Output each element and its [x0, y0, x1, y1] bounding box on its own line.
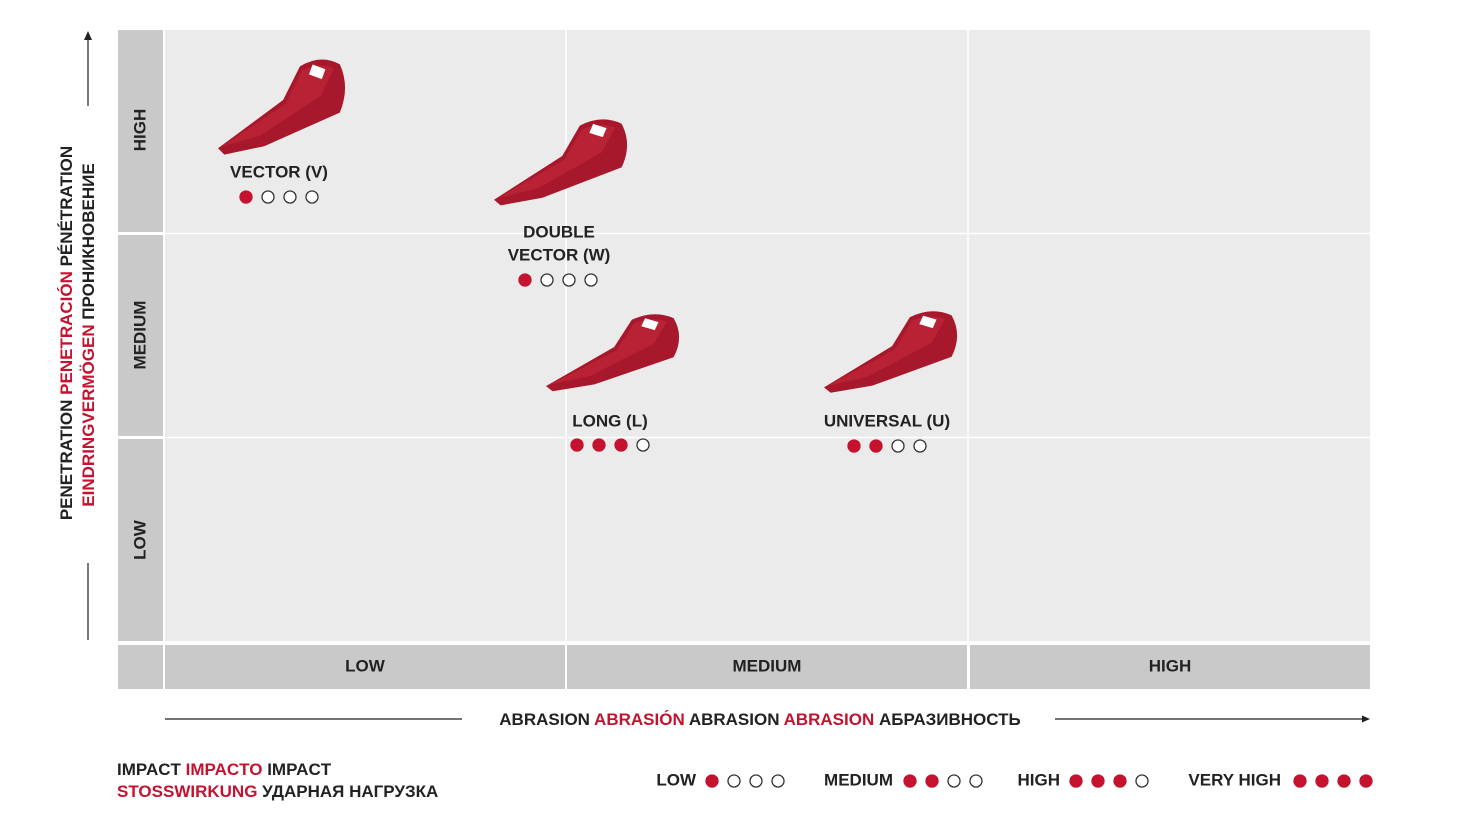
legend-label: HIGH — [1018, 770, 1061, 789]
row-header — [118, 235, 163, 436]
impact-dot-empty — [727, 774, 741, 788]
impact-dot-filled — [869, 439, 883, 453]
x-level: MEDIUM — [733, 656, 802, 675]
row-header — [118, 439, 163, 641]
impact-dot-filled — [903, 774, 917, 788]
legend-label: MEDIUM — [824, 770, 893, 789]
impact-dot-filled — [1069, 774, 1083, 788]
title-part: IMPACT — [267, 760, 332, 779]
arrow-head — [1362, 715, 1370, 723]
title-part: ABRASIÓN — [594, 710, 685, 729]
legend-label: VERY HIGH — [1188, 770, 1281, 789]
col-header — [567, 645, 967, 689]
impact-dot-empty — [1135, 774, 1149, 788]
title-part: PÉNÉTRATION — [57, 146, 76, 267]
legend-label: LOW — [656, 770, 697, 789]
title-part: IMPACTO — [186, 760, 263, 779]
x-level: HIGH — [1149, 656, 1192, 675]
impact-dot-filled — [1337, 774, 1351, 788]
plot-area — [165, 30, 1370, 641]
impact-dot-empty — [261, 190, 275, 204]
impact-dot-filled — [1091, 774, 1105, 788]
y-level: MEDIUM — [130, 301, 149, 370]
x-level: LOW — [345, 656, 386, 675]
impact-dot-empty — [283, 190, 297, 204]
impact-dot-empty — [749, 774, 763, 788]
legend-title: IMPACT IMPACTO IMPACT — [117, 760, 332, 779]
grid — [118, 30, 1370, 689]
corner — [118, 645, 163, 689]
row-header — [118, 30, 163, 232]
x-axis-title: ABRASION ABRASIÓN ABRASION ABRASION АБРА… — [499, 710, 1020, 729]
product-name: DOUBLE — [523, 222, 595, 241]
impact-dot-empty — [969, 774, 983, 788]
title-part: ABRASION — [689, 710, 780, 729]
impact-dot-empty — [562, 273, 576, 287]
product-name: VECTOR (W) — [508, 245, 611, 264]
title-part: EINDRINGVERMÖGEN — [79, 324, 98, 506]
impact-dot-filled — [1359, 774, 1373, 788]
impact-dot-filled — [847, 439, 861, 453]
product-name: LONG (L) — [572, 411, 648, 430]
impact-dot-filled — [592, 438, 606, 452]
arrow-head — [84, 31, 92, 40]
impact-dot-filled — [925, 774, 939, 788]
y-level: LOW — [130, 519, 149, 560]
impact-dot-empty — [913, 439, 927, 453]
title-part: АБРАЗИВНОСТЬ — [879, 710, 1021, 729]
impact-dot-filled — [239, 190, 253, 204]
col-header — [970, 645, 1370, 689]
title-part: PENETRACIÓN — [57, 271, 76, 395]
impact-dot-filled — [518, 273, 532, 287]
impact-dot-empty — [891, 439, 905, 453]
legend-title: STOSSWIRKUNG УДАРНАЯ НАГРУЗКА — [117, 782, 438, 801]
impact-dot-filled — [614, 438, 628, 452]
product-name: UNIVERSAL (U) — [824, 411, 950, 430]
title-part: STOSSWIRKUNG — [117, 782, 257, 801]
impact-dot-empty — [771, 774, 785, 788]
title-part: PENETRATION — [57, 400, 76, 521]
y-level: HIGH — [130, 109, 149, 152]
product-name: VECTOR (V) — [230, 162, 328, 181]
impact-dot-filled — [570, 438, 584, 452]
impact-dot-empty — [540, 273, 554, 287]
impact-dot-filled — [1293, 774, 1307, 788]
title-part: ABRASION — [784, 710, 875, 729]
impact-dot-empty — [584, 273, 598, 287]
y-axis-title: PENETRATION PENETRACIÓN PÉNÉTRATION — [57, 146, 76, 520]
impact-dot-empty — [636, 438, 650, 452]
impact-dot-filled — [705, 774, 719, 788]
title-part: ABRASION — [499, 710, 590, 729]
impact-dot-empty — [947, 774, 961, 788]
y-axis-title: EINDRINGVERMÖGEN ПРОНИКНОВЕНИЕ — [79, 163, 98, 506]
title-part: УДАРНАЯ НАГРУЗКА — [262, 782, 438, 801]
impact-dot-empty — [305, 190, 319, 204]
title-part: IMPACT — [117, 760, 182, 779]
title-part: ПРОНИКНОВЕНИЕ — [79, 163, 98, 319]
impact-dot-filled — [1113, 774, 1127, 788]
col-header — [165, 645, 565, 689]
impact-dot-filled — [1315, 774, 1329, 788]
